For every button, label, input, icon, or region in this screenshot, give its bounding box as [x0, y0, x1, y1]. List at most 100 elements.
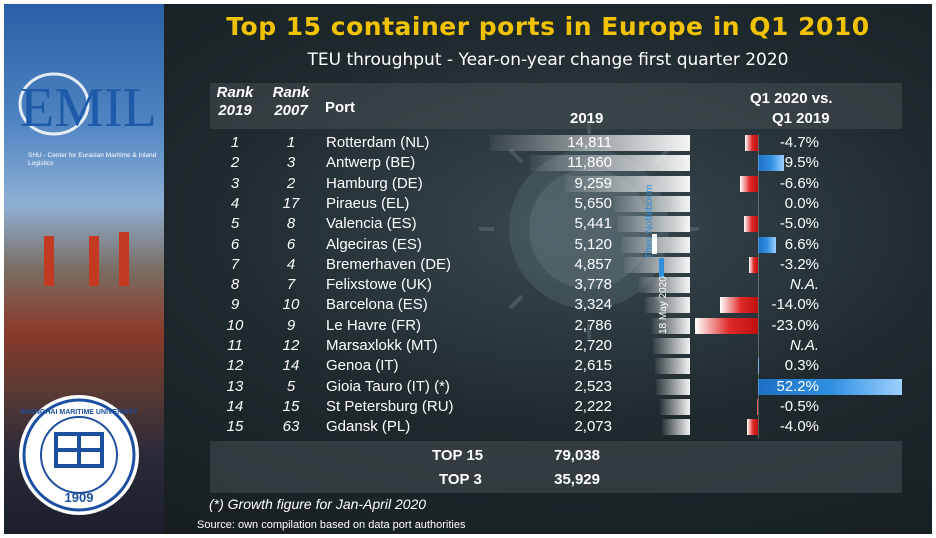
teu-bar	[662, 419, 690, 436]
credit-date: 18 May 2020	[658, 276, 669, 334]
header-port: Port	[325, 99, 355, 116]
source-note: Source: own compilation based on data po…	[197, 519, 466, 531]
rank-2007: 1	[286, 134, 296, 151]
teu-value: 9,259	[574, 174, 612, 192]
crane-shape	[44, 236, 54, 286]
growth-bar-negative	[739, 175, 758, 192]
port-name: Le Havre (FR)	[326, 316, 422, 334]
change-value: -23.0%	[771, 316, 819, 334]
teu-bar	[613, 195, 690, 212]
rank-2007: 17	[282, 194, 300, 212]
crane-shape	[89, 236, 99, 286]
change-value: -3.2%	[779, 255, 819, 273]
port-name: Piraeus (EL)	[326, 194, 410, 212]
emil-logo: EMIL	[18, 72, 157, 139]
port-name: Rotterdam (NL)	[326, 134, 430, 151]
rank-2019: 11	[227, 337, 243, 354]
rank-2019: 10	[226, 316, 244, 334]
rank-2019: 12	[226, 357, 244, 375]
port-name: Algeciras (ES)	[326, 235, 422, 253]
growth-bar-negative	[694, 317, 758, 334]
change-value: 6.6%	[784, 235, 819, 253]
top3-value: 35,929	[554, 471, 600, 488]
left-photo-panel: EMIL SHU - Center for Eurasian Maritime …	[4, 4, 164, 534]
change-value: N.A.	[789, 276, 819, 294]
growth-bar-negative	[744, 216, 758, 233]
teu-value: 2,720	[574, 337, 612, 354]
top15-label: TOP 15	[432, 447, 484, 464]
change-value: 0.0%	[784, 194, 819, 212]
rank-2019: 13	[226, 377, 244, 395]
teu-value: 2,786	[574, 316, 612, 334]
header-rank-2007-line1: Rank	[272, 84, 310, 101]
rank-2007: 63	[282, 418, 300, 436]
rank-2007: 9	[286, 316, 296, 334]
footnote: (*) Growth figure for Jan-April 2020	[209, 496, 427, 512]
port-name: Felixstowe (UK)	[326, 276, 432, 294]
growth-bar-negative	[756, 398, 758, 415]
emil-logo-text: EMIL	[20, 77, 157, 139]
teu-bar	[564, 175, 690, 192]
teu-bar	[654, 358, 690, 375]
rank-2007: 4	[286, 255, 296, 273]
header-band	[210, 83, 902, 129]
teu-value: 2,222	[574, 397, 612, 415]
rank-2019: 15	[226, 418, 244, 436]
teu-value: 5,120	[574, 235, 612, 253]
teu-value: 2,523	[574, 377, 612, 395]
port-name: Barcelona (ES)	[326, 296, 428, 314]
rank-2019: 8	[230, 276, 240, 294]
emil-subtitle: SHU - Center for Eurasian Maritime & Inl…	[28, 152, 157, 167]
rank-2019: 6	[230, 235, 240, 253]
top3-label: TOP 3	[439, 471, 482, 488]
rank-2007: 15	[282, 397, 300, 415]
smu-year: 1909	[65, 490, 94, 505]
rank-2019: 14	[226, 397, 244, 415]
rank-2007: 12	[282, 337, 300, 354]
rank-2007: 10	[282, 296, 300, 314]
change-value: 0.3%	[784, 357, 819, 375]
teu-bar	[529, 155, 690, 172]
change-value: N.A.	[789, 337, 819, 354]
growth-bar-positive	[758, 358, 759, 375]
teu-bar	[490, 135, 690, 151]
rank-2007: 14	[282, 357, 300, 375]
header-teu-2019: 2019	[570, 110, 604, 127]
port-economics-mark	[652, 234, 664, 278]
teu-value: 3,324	[574, 296, 612, 314]
rank-2007: 8	[286, 215, 296, 233]
port-name: St Petersburg (RU)	[326, 397, 454, 415]
header-change-line2: Q1 2019	[772, 110, 830, 127]
teu-value: 3,778	[574, 276, 612, 294]
change-value: 52.2%	[776, 377, 819, 395]
rank-2019: 9	[230, 296, 240, 314]
growth-bar-negative	[745, 135, 758, 151]
teu-bar	[624, 256, 690, 273]
rank-2007: 7	[286, 276, 296, 294]
crane-shape	[119, 232, 129, 286]
teu-bar	[652, 317, 690, 334]
teu-value: 11,860	[567, 154, 612, 172]
rank-2019: 4	[230, 194, 240, 212]
header-rank-2019-line1: Rank	[216, 84, 254, 101]
smu-name: SHANGHAI MARITIME UNIVERSITY	[20, 409, 138, 416]
growth-bar-negative	[749, 256, 758, 273]
change-value: -6.6%	[779, 174, 819, 192]
growth-bar-negative	[719, 297, 758, 314]
teu-bar	[659, 398, 690, 415]
smu-seal: SHANGHAI MARITIME UNIVERSITY 1909	[19, 395, 139, 515]
author-credit: Theo Notteboom	[644, 184, 655, 260]
change-value: -0.5%	[779, 397, 819, 415]
teu-bar	[653, 338, 690, 354]
change-value: -5.0%	[779, 215, 819, 233]
teu-bar	[616, 216, 690, 233]
rank-2019: 1	[230, 134, 240, 151]
growth-bar-positive	[758, 155, 785, 172]
change-value: -4.7%	[779, 134, 819, 151]
port-economics-logo	[650, 234, 666, 287]
growth-bar-negative	[747, 419, 758, 436]
port-name: Genoa (IT)	[326, 357, 399, 375]
header-rank-2007: Rank 2007	[266, 84, 316, 120]
header-rank-2007-line2: 2007	[274, 102, 308, 119]
port-name: Gioia Tauro (IT) (*)	[326, 377, 450, 395]
